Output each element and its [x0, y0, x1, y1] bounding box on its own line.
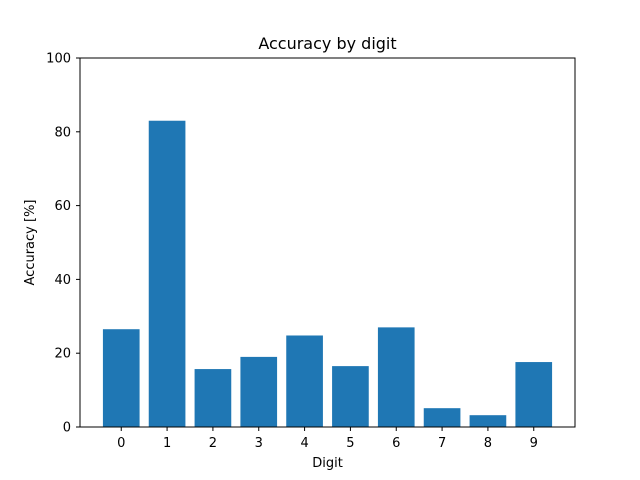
y-tick-label: 20 [54, 347, 71, 362]
y-tick-label: 80 [54, 125, 71, 140]
bar-digit-4 [286, 335, 323, 427]
x-tick-label: 3 [255, 436, 263, 451]
x-tick-label: 0 [117, 436, 125, 451]
x-tick-label: 7 [438, 436, 446, 451]
y-tick-label: 100 [46, 52, 71, 67]
bar-digit-2 [194, 369, 232, 427]
y-axis-label: Accuracy [%] [23, 200, 38, 286]
y-tick-label: 40 [54, 273, 71, 288]
x-tick-label: 6 [392, 436, 400, 451]
bar-digit-0 [102, 329, 140, 427]
x-tick-label: 9 [530, 436, 538, 451]
bar-digit-7 [423, 408, 461, 427]
bar-digit-8 [469, 415, 507, 427]
x-axis-ticks: 0 1 2 3 4 5 6 7 8 9 [117, 427, 538, 451]
y-tick-label: 0 [63, 421, 71, 436]
chart-title: Accuracy by digit [258, 34, 396, 53]
y-axis-ticks: 0 20 40 60 80 100 [46, 52, 80, 436]
bar-digit-9 [515, 362, 553, 427]
bar-digit-5 [332, 366, 369, 427]
plot-area-frame [79, 57, 576, 428]
bar-digit-1 [148, 120, 186, 427]
bar-digit-3 [240, 356, 278, 427]
x-tick-label: 1 [163, 436, 171, 451]
bars-group [102, 120, 553, 427]
x-tick-label: 5 [346, 436, 354, 451]
bar-digit-6 [377, 327, 415, 427]
x-tick-label: 2 [209, 436, 217, 451]
y-tick-label: 60 [54, 199, 71, 214]
x-tick-label: 8 [484, 436, 492, 451]
x-axis-label: Digit [312, 456, 343, 471]
x-tick-label: 4 [300, 436, 308, 451]
